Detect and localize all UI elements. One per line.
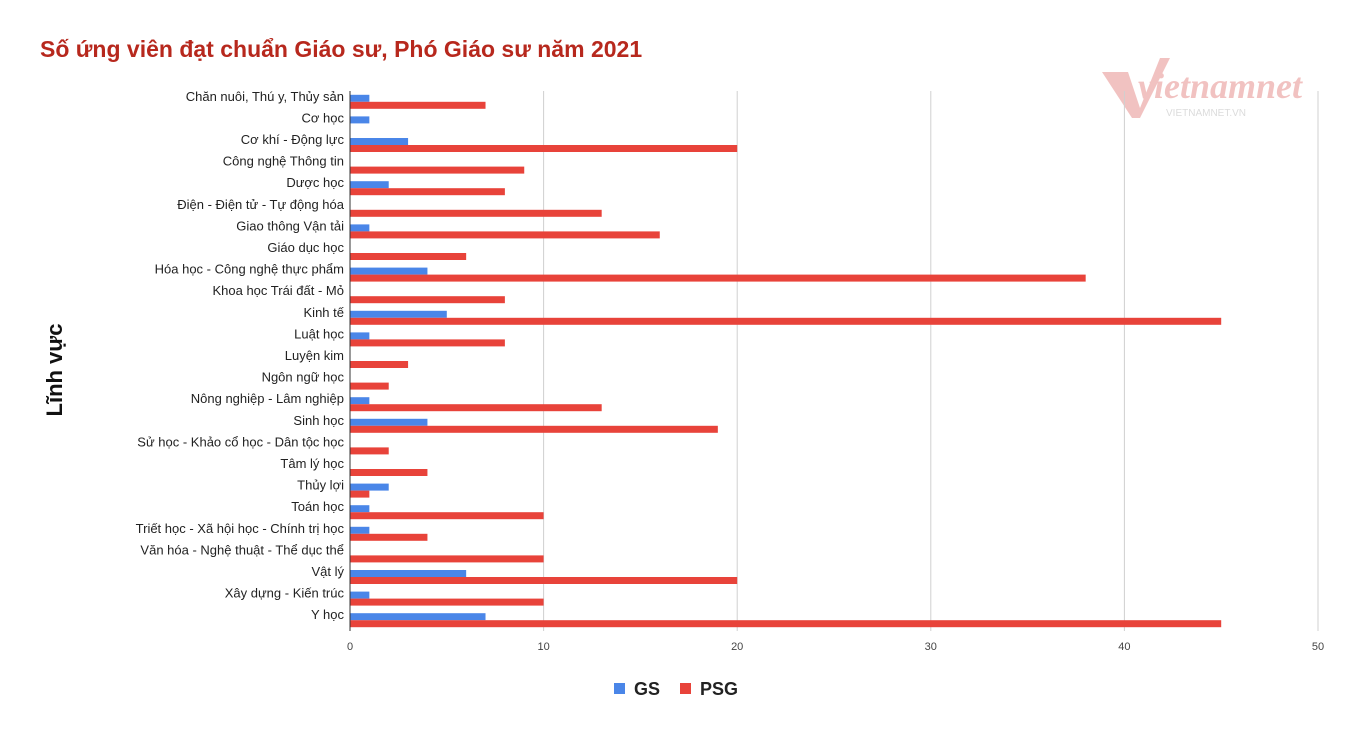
bar-psg-21 (350, 555, 544, 563)
bar-gs-11 (350, 332, 370, 340)
legend-swatch-gs (614, 683, 625, 694)
vietnamnet-watermark-logo: vietnamnet VIETNAMNET.VN (1102, 58, 1303, 119)
category-label-23: Xây dựng - Kiến trúc (225, 586, 345, 601)
category-label-17: Tâm lý học (280, 456, 344, 471)
bar-gs-19 (350, 505, 370, 513)
bar-gs-23 (350, 591, 370, 599)
category-label-20: Triết học - Xã hội học - Chính trị học (136, 521, 345, 536)
bar-psg-4 (350, 188, 505, 196)
bar-psg-6 (350, 231, 660, 239)
bar-psg-11 (350, 339, 505, 347)
bar-gs-20 (350, 526, 370, 534)
bar-gs-2 (350, 138, 409, 145)
x-tick-label-50: 50 (1312, 641, 1324, 653)
category-label-16: Sử học - Khảo cổ học - Dân tộc học (137, 434, 344, 449)
bar-psg-0 (350, 101, 486, 109)
bar-psg-23 (350, 598, 544, 606)
watermark-brand-text: vietnamnet (1138, 66, 1303, 106)
chart-title: Số ứng viên đạt chuẩn Giáo sư, Phó Giáo … (40, 36, 643, 62)
bar-psg-7 (350, 253, 467, 260)
bar-psg-15 (350, 425, 718, 433)
bar-gs-14 (350, 397, 370, 405)
bar-psg-16 (350, 447, 389, 455)
legend-label-psg: PSG (700, 679, 738, 699)
bar-psg-13 (350, 382, 389, 390)
category-label-12: Luyện kim (285, 348, 344, 363)
watermark-v-mark (1102, 58, 1170, 118)
category-label-24: Y học (311, 607, 345, 622)
bar-psg-12 (350, 361, 409, 368)
bar-psg-20 (350, 533, 428, 541)
bar-psg-18 (350, 490, 370, 498)
bar-gs-15 (350, 418, 428, 426)
category-label-2: Cơ khí - Động lực (241, 132, 345, 147)
bar-gs-18 (350, 483, 389, 491)
bar-psg-14 (350, 404, 602, 412)
y-axis-title: Lĩnh vực (42, 324, 67, 417)
bar-psg-8 (350, 274, 1086, 282)
legend-label-gs: GS (634, 679, 660, 699)
category-label-13: Ngôn ngữ học (262, 370, 345, 385)
category-label-6: Giao thông Vận tải (236, 218, 344, 233)
bar-gs-6 (350, 224, 370, 232)
bar-psg-5 (350, 209, 602, 217)
x-tick-label-40: 40 (1118, 641, 1130, 653)
x-tick-label-30: 30 (925, 641, 937, 653)
category-label-9: Khoa học Trái đất - Mỏ (212, 283, 344, 298)
category-label-21: Văn hóa - Nghệ thuật - Thể dục thể (140, 542, 344, 557)
x-tick-labels: 0 10 20 30 40 50 (347, 641, 1324, 653)
bar-gs-22 (350, 570, 467, 577)
category-label-8: Hóa học - Công nghệ thực phẩm (155, 262, 344, 277)
bar-gs-24 (350, 613, 486, 621)
category-label-4: Dược học (286, 175, 344, 190)
bar-gs-8 (350, 267, 428, 275)
category-label-5: Điện - Điện tử - Tự động hóa (177, 197, 345, 212)
category-label-10: Kinh tế (304, 305, 345, 320)
bar-psg-22 (350, 577, 738, 584)
watermark-url-text: VIETNAMNET.VN (1166, 108, 1246, 119)
bar-gs-1 (350, 116, 370, 124)
legend-swatch-psg (680, 683, 691, 694)
bars (350, 94, 1222, 628)
category-label-3: Công nghệ Thông tin (223, 154, 344, 169)
category-label-15: Sinh học (293, 413, 344, 428)
bar-psg-24 (350, 620, 1222, 628)
legend: GS PSG (614, 679, 738, 699)
category-label-7: Giáo dục học (267, 240, 344, 255)
category-label-22: Vật lý (311, 564, 344, 579)
bar-psg-3 (350, 166, 525, 174)
bar-psg-10 (350, 317, 1222, 325)
category-label-11: Luật học (294, 326, 344, 341)
bar-gs-0 (350, 94, 370, 102)
category-label-14: Nông nghiệp - Lâm nghiệp (191, 391, 344, 406)
category-labels: Chăn nuôi, Thú y, Thủy sản Cơ học Cơ khí -… (136, 89, 345, 622)
category-label-18: Thủy lợi (297, 478, 344, 493)
bar-psg-2 (350, 145, 738, 152)
bar-psg-17 (350, 469, 428, 476)
x-tick-label-10: 10 (537, 641, 549, 653)
x-tick-label-20: 20 (731, 641, 743, 653)
gridlines (543, 91, 1319, 631)
bar-gs-4 (350, 181, 389, 189)
category-label-1: Cơ học (302, 110, 345, 125)
category-label-0: Chăn nuôi, Thú y, Thủy sản (186, 89, 344, 104)
x-tick-label-0: 0 (347, 641, 353, 653)
bar-psg-9 (350, 296, 505, 304)
bar-gs-10 (350, 310, 447, 318)
category-label-19: Toán học (291, 499, 344, 514)
bar-psg-19 (350, 512, 544, 520)
